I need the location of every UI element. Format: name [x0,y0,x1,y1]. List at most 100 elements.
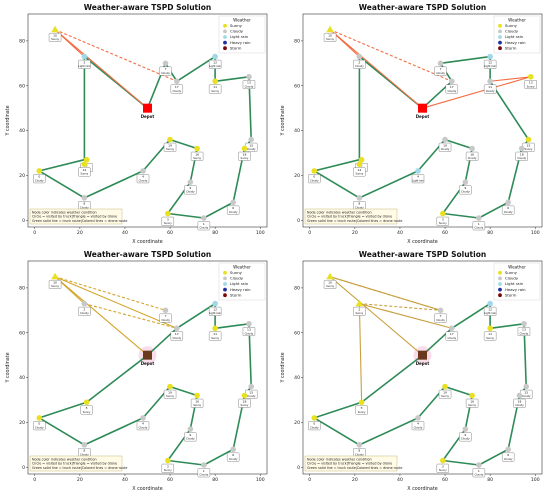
node-weather-label: Sunny [164,468,172,472]
node-weather-label: Cloudy [229,457,238,461]
node-id-label: 3 [442,217,444,221]
truck-node [476,462,482,468]
node-id-label: 6 [507,453,509,457]
legend-swatch [498,270,502,275]
note-line: Green solid line = truck route|Colored l… [32,219,127,223]
node-id-label: 10 [53,33,57,37]
node-id-label: 18 [518,399,522,403]
node-label-box [502,205,515,215]
y-tick-label: 80 [294,39,300,45]
node-weather-label: Cloudy [447,89,456,93]
truck-node [439,210,446,217]
node-label-box [208,306,222,316]
node-weather-label: Sunny [486,336,494,340]
truck-node [487,53,493,60]
truck-node [469,392,475,399]
truck-node [212,300,218,307]
node-id-label: 16 [470,399,474,403]
node-label-box [436,216,449,226]
node-weather-label: Cloudy [475,226,484,230]
node-weather-label: Sunny [355,311,363,315]
truck-node [462,179,469,185]
note-line: Circle = visited by truck|Triangle = vis… [307,215,392,219]
node-id-label: 19 [443,143,447,147]
node-weather-label: Cloudy [80,452,89,456]
chart-title: Weather-aware TSPD Solution [359,3,486,12]
truck-node [81,53,88,60]
y-axis-label: Y coordinate [5,105,11,136]
x-tick-label: 60 [167,477,173,483]
note-box [304,455,398,472]
truck-node [187,179,194,185]
node-weather-label: Sunny [211,89,219,93]
node-weather-label: Cloudy [139,178,148,182]
legend-title: Weather [508,18,526,23]
node-label-box [184,432,197,442]
y-axis-label: Y coordinate [280,352,286,383]
legend-swatch [223,23,227,28]
node-label-box [355,405,368,415]
chart-panel-2: Weather-aware TSPD Solution 0 20 40 60 80 100 0… [275,0,550,247]
x-tick-label: 20 [352,477,358,483]
y-tick-label: 20 [19,173,25,179]
node-label-box [238,151,251,161]
node-label-box [517,327,531,336]
node-weather-label: Sunny [164,221,172,225]
legend-swatch [498,35,502,39]
truck-node [311,168,318,174]
node-label-box [513,398,526,408]
truck-node [246,320,252,327]
y-tick-label: 0 [22,465,25,471]
legend-entry-label: Sunny [505,270,518,275]
node-label-box [136,174,150,184]
node-id-label: 5 [361,406,363,410]
node-id-label: 8 [358,202,360,206]
node-weather-label: Cloudy [310,178,319,182]
node-weather-label: Cloudy [517,156,526,160]
truck-node [174,78,180,85]
node-label-box [159,313,172,323]
truck-node [230,199,236,206]
node-weather-label: Sunny [525,147,533,151]
node-id-label: 18 [243,399,247,403]
legend-swatch [498,276,502,281]
node-weather-label: Cloudy [468,156,477,160]
node-label-box [515,151,528,161]
node-label-box [80,405,93,415]
truck-node [81,195,88,201]
x-tick-label: 40 [397,477,403,483]
node-weather-label: Sunny [326,37,334,41]
node-label-box [48,280,62,289]
node-weather-label: Cloudy [161,318,170,322]
chart-panel-4: Weather-aware TSPD Solution 0 20 40 60 80 100 0… [275,247,550,494]
node-weather-label: Cloudy [200,226,209,230]
truck-node [81,442,88,448]
note-line: Node color indicates weather condition [307,211,372,215]
truck-node [487,300,493,307]
x-tick-label: 20 [77,230,83,236]
node-id-label: 4 [142,175,144,179]
node-id-label: 19 [168,390,172,394]
truck-node [437,307,444,314]
node-weather-label: Light rain [78,64,90,68]
legend-entry-label: Heavy rain [230,40,251,45]
node-label-box [227,452,240,462]
node-id-label: 6 [232,453,234,457]
node-label-box [524,80,537,89]
legend-swatch [223,35,227,39]
truck-node [187,426,194,432]
truck-node [356,161,363,168]
x-tick-label: 40 [122,230,128,236]
legend-swatch [223,276,227,281]
node-id-label: 9 [189,433,191,437]
note-line: Node color indicates weather condition [32,211,97,215]
truck-node [164,210,171,217]
node-id-label: 2 [358,60,360,64]
truck-node [162,307,169,314]
truck-node [241,145,248,152]
node-weather-label: Cloudy [247,147,256,151]
node-id-label: 16 [470,152,474,156]
legend-box [493,15,541,54]
node-label-box [411,421,425,431]
node-id-label: 2 [83,307,85,311]
